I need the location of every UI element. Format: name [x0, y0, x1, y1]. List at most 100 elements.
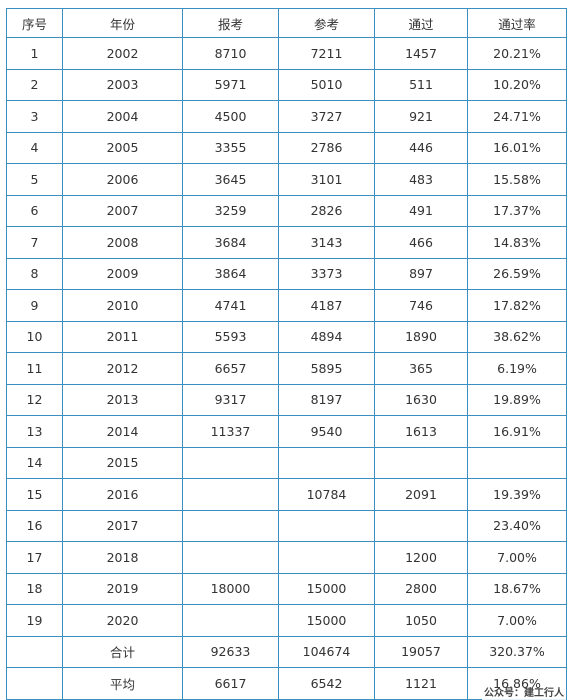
- cell-participated: 5010: [278, 68, 375, 101]
- cell-passed: 1630: [374, 383, 468, 416]
- header-row: 序号 年份 报考 参考 通过 通过率: [6, 8, 567, 38]
- cell-year: 合计: [62, 635, 183, 668]
- cell-year: 2014: [62, 415, 183, 448]
- cell-pass-rate: [467, 446, 567, 479]
- cell-pass-rate: 18.67%: [467, 572, 567, 605]
- cell-participated: 6542: [278, 667, 375, 700]
- cell-year: 2012: [62, 352, 183, 385]
- cell-year: 2019: [62, 572, 183, 605]
- cell-passed: 1457: [374, 37, 468, 70]
- cell-passed: 921: [374, 100, 468, 133]
- cell-index: [6, 635, 63, 668]
- cell-participated: [278, 509, 375, 542]
- table-row: 17 2018 1200 7.00%: [6, 541, 567, 574]
- cell-index: 8: [6, 257, 63, 290]
- cell-index: 12: [6, 383, 63, 416]
- cell-participated: 7211: [278, 37, 375, 70]
- cell-participated: 2786: [278, 131, 375, 164]
- cell-year: 2006: [62, 163, 183, 196]
- cell-registered: 5971: [182, 68, 279, 101]
- table-row: 19 2020 15000 1050 7.00%: [6, 604, 567, 637]
- cell-year: 2009: [62, 257, 183, 290]
- cell-year: 2015: [62, 446, 183, 479]
- table-body: 1 2002 8710 7211 1457 20.21% 2 2003 5971 5010 511 1…: [6, 37, 567, 700]
- cell-pass-rate: 19.39%: [467, 478, 567, 511]
- cell-index: 14: [6, 446, 63, 479]
- cell-index: 9: [6, 289, 63, 322]
- cell-passed: [374, 509, 468, 542]
- cell-passed: 466: [374, 226, 468, 259]
- cell-passed: 1121: [374, 667, 468, 700]
- cell-participated: 3373: [278, 257, 375, 290]
- cell-participated: [278, 446, 375, 479]
- exam-statistics-table: 序号 年份 报考 参考 通过 通过率 1 2002 8710 7211 1457 20.2…: [6, 8, 567, 700]
- cell-index: 19: [6, 604, 63, 637]
- cell-pass-rate: 23.40%: [467, 509, 567, 542]
- table-row: 3 2004 4500 3727 921 24.71%: [6, 100, 567, 133]
- cell-passed: 1200: [374, 541, 468, 574]
- cell-year: 2020: [62, 604, 183, 637]
- cell-index: 3: [6, 100, 63, 133]
- cell-year: 2002: [62, 37, 183, 70]
- cell-pass-rate: 24.71%: [467, 100, 567, 133]
- header-cell-year: 年份: [62, 8, 183, 38]
- cell-year: 2004: [62, 100, 183, 133]
- cell-registered: 6617: [182, 667, 279, 700]
- cell-registered: [182, 478, 279, 511]
- cell-index: [6, 667, 63, 700]
- table-row: 13 2014 11337 9540 1613 16.91%: [6, 415, 567, 448]
- cell-year: 2017: [62, 509, 183, 542]
- cell-index: 6: [6, 194, 63, 227]
- header-cell-index: 序号: [6, 8, 63, 38]
- table-row: 2 2003 5971 5010 511 10.20%: [6, 68, 567, 101]
- cell-index: 15: [6, 478, 63, 511]
- table-row: 14 2015: [6, 446, 567, 479]
- cell-passed: 746: [374, 289, 468, 322]
- cell-pass-rate: 6.19%: [467, 352, 567, 385]
- cell-passed: 897: [374, 257, 468, 290]
- cell-passed: 446: [374, 131, 468, 164]
- cell-registered: 9317: [182, 383, 279, 416]
- cell-index: 2: [6, 68, 63, 101]
- cell-passed: 511: [374, 68, 468, 101]
- cell-registered: 3684: [182, 226, 279, 259]
- table-container: 序号 年份 报考 参考 通过 通过率 1 2002 8710 7211 1457 20.2…: [6, 8, 567, 700]
- header-cell-participated: 参考: [278, 8, 375, 38]
- table-row: 11 2012 6657 5895 365 6.19%: [6, 352, 567, 385]
- cell-pass-rate: 17.82%: [467, 289, 567, 322]
- cell-index: 18: [6, 572, 63, 605]
- cell-year: 2018: [62, 541, 183, 574]
- cell-registered: [182, 509, 279, 542]
- watermark: 公众号：建工行人: [482, 688, 566, 700]
- table-row: 4 2005 3355 2786 446 16.01%: [6, 131, 567, 164]
- cell-registered: 3645: [182, 163, 279, 196]
- table-row: 8 2009 3864 3373 897 26.59%: [6, 257, 567, 290]
- table-row: 1 2002 8710 7211 1457 20.21%: [6, 37, 567, 70]
- cell-passed: 1890: [374, 320, 468, 353]
- cell-registered: [182, 541, 279, 574]
- cell-index: 1: [6, 37, 63, 70]
- cell-year: 2011: [62, 320, 183, 353]
- cell-pass-rate: 19.89%: [467, 383, 567, 416]
- cell-participated: 2826: [278, 194, 375, 227]
- cell-passed: 19057: [374, 635, 468, 668]
- cell-pass-rate: 320.37%: [467, 635, 567, 668]
- cell-index: 7: [6, 226, 63, 259]
- cell-pass-rate: 14.83%: [467, 226, 567, 259]
- cell-participated: 10784: [278, 478, 375, 511]
- cell-registered: 3259: [182, 194, 279, 227]
- cell-passed: 2091: [374, 478, 468, 511]
- cell-year: 2005: [62, 131, 183, 164]
- cell-passed: 1613: [374, 415, 468, 448]
- cell-pass-rate: 38.62%: [467, 320, 567, 353]
- cell-registered: 92633: [182, 635, 279, 668]
- cell-year: 2008: [62, 226, 183, 259]
- cell-pass-rate: 26.59%: [467, 257, 567, 290]
- table-row: 12 2013 9317 8197 1630 19.89%: [6, 383, 567, 416]
- cell-participated: 3143: [278, 226, 375, 259]
- cell-participated: [278, 541, 375, 574]
- cell-registered: 5593: [182, 320, 279, 353]
- cell-registered: 3864: [182, 257, 279, 290]
- cell-year: 平均: [62, 667, 183, 700]
- header-cell-registered: 报考: [182, 8, 279, 38]
